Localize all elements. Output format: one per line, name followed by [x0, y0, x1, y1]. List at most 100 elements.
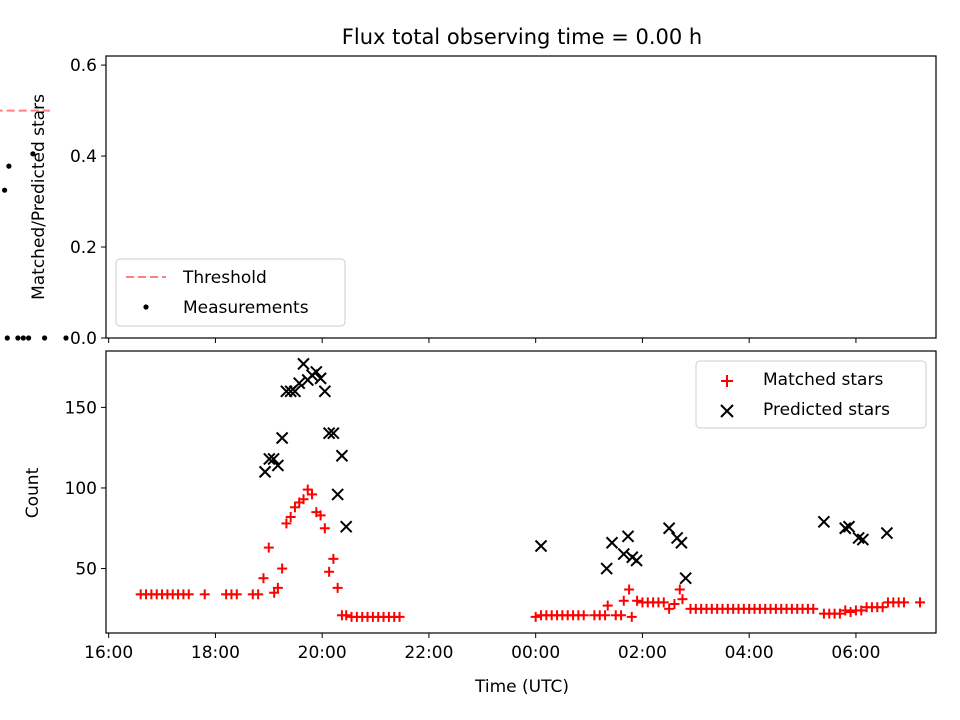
matched-star-point	[658, 597, 669, 608]
legend-measurements-swatch	[143, 304, 149, 310]
x-tick-label: 18:00	[191, 643, 240, 663]
chart-title: Flux total observing time = 0.00 h	[342, 25, 702, 49]
bottom-y-tick-label: 100	[65, 479, 97, 499]
matched-star-point	[834, 608, 845, 619]
predicted-star-point	[331, 488, 344, 501]
matched-star-point	[324, 566, 335, 577]
predicted-star-point	[817, 515, 831, 529]
matched-star-point	[253, 589, 264, 600]
matched-star-point	[808, 603, 819, 614]
matched-star-point	[626, 611, 637, 622]
x-tick-label: 02:00	[618, 643, 667, 663]
matched-star-point	[281, 518, 292, 529]
matched-star-point	[898, 597, 909, 608]
legend-threshold-label: Threshold	[182, 268, 267, 288]
bottom-y-axis-label: Count	[23, 467, 43, 518]
measurement-point	[6, 163, 12, 169]
matched-star-point	[845, 607, 856, 618]
matched-star-point	[285, 511, 296, 522]
predicted-star-point	[263, 452, 276, 466]
matched-star-point	[618, 595, 629, 606]
predicted-star-point	[630, 554, 643, 567]
matched-star-point	[616, 610, 627, 621]
top-legend: Threshold Measurements	[115, 258, 346, 327]
matched-star-point	[600, 610, 611, 621]
bottom-y-ticks: 50 100 150	[65, 398, 106, 580]
matched-star-point	[199, 589, 210, 600]
legend-measurements-label: Measurements	[183, 298, 309, 318]
bottom-y-tick-label: 150	[65, 398, 97, 418]
matched-star-point	[272, 582, 283, 593]
matched-star-point	[602, 600, 613, 611]
predicted-star-point	[322, 426, 336, 440]
matched-star-point	[394, 611, 405, 622]
x-tick-label: 06:00	[831, 643, 880, 663]
matched-star-point	[332, 582, 343, 593]
bottom-chart: Count Time (UTC) 50 100 150 16:00 18:00 20:0…	[23, 350, 937, 697]
matched-stars-points	[135, 484, 925, 622]
x-axis-label: Time (UTC)	[474, 677, 569, 697]
matched-star-point	[578, 610, 589, 621]
x-tick-label: 22:00	[404, 643, 453, 663]
legend-matched-label: Matched stars	[763, 370, 883, 390]
predicted-star-point	[271, 459, 285, 472]
bottom-legend: Matched stars Predicted stars	[695, 360, 927, 429]
measurement-point	[2, 187, 8, 193]
matched-star-point	[674, 584, 685, 595]
predicted-star-point	[267, 452, 280, 466]
matched-star-point	[530, 611, 541, 622]
top-y-tick-label: 0.4	[70, 147, 97, 167]
top-y-ticks: 0.0 0.2 0.4 0.6	[70, 56, 106, 349]
matched-star-point	[315, 510, 326, 521]
predicted-star-point	[335, 449, 349, 462]
predicted-star-point	[662, 522, 676, 535]
predicted-star-point	[852, 531, 865, 545]
predicted-star-point	[856, 533, 870, 546]
top-legend-box	[115, 258, 346, 327]
predicted-star-point	[839, 522, 852, 535]
measurement-point	[15, 335, 21, 341]
predicted-star-point	[880, 526, 894, 540]
predicted-star-point	[318, 385, 332, 398]
predicted-star-point	[679, 572, 692, 585]
matched-star-point	[263, 542, 274, 553]
matched-star-point	[341, 610, 352, 621]
top-chart: Flux total observing time = 0.00 h Match…	[0, 25, 937, 349]
measurement-point	[30, 151, 36, 157]
predicted-star-point	[621, 530, 635, 543]
predicted-star-point	[288, 385, 302, 398]
predicted-star-point	[339, 520, 353, 533]
predicted-star-point	[327, 426, 340, 440]
x-tick-label: 16:00	[84, 643, 133, 663]
matched-star-point	[307, 489, 318, 500]
matched-star-point	[231, 589, 242, 600]
predicted-star-point	[314, 372, 327, 385]
x-tick-label: 00:00	[511, 643, 560, 663]
measurement-point	[63, 335, 69, 341]
measurements-points	[2, 151, 69, 341]
matched-star-point	[624, 584, 635, 595]
matched-star-point	[914, 597, 925, 608]
predicted-star-point	[600, 562, 613, 575]
matched-star-point	[183, 589, 194, 600]
predicted-star-point	[617, 547, 630, 561]
matched-star-point	[319, 523, 330, 534]
predicted-star-point	[605, 536, 619, 549]
legend-predicted-label: Predicted stars	[763, 400, 890, 420]
matched-star-point	[669, 598, 680, 609]
predicted-star-point	[534, 539, 548, 553]
x-tick-label: 04:00	[725, 643, 774, 663]
predicted-star-point	[275, 431, 289, 445]
matched-star-point	[298, 494, 309, 505]
measurement-point	[42, 335, 48, 341]
top-y-tick-label: 0.2	[70, 238, 97, 258]
predicted-star-point	[258, 465, 272, 479]
matched-star-point	[632, 595, 643, 606]
bottom-plot-frame	[105, 350, 937, 634]
matched-star-point	[328, 553, 339, 564]
top-plot-frame	[105, 55, 937, 339]
predicted-star-point	[293, 377, 306, 390]
matched-star-point	[277, 563, 288, 574]
predicted-star-point	[675, 536, 688, 549]
